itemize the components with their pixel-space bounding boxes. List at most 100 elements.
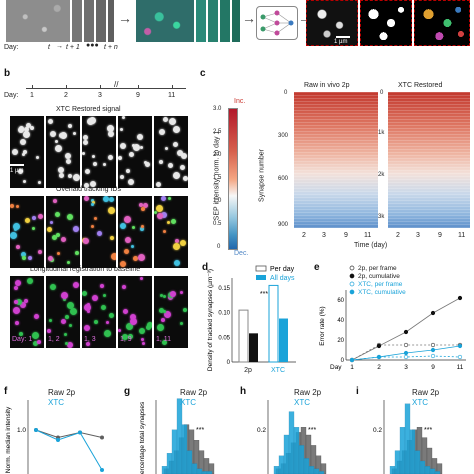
e-legend-label: 2p, per frame <box>358 265 397 272</box>
synapse-spot <box>180 322 183 325</box>
synapse-spot <box>124 216 131 223</box>
hist-bar-raw <box>168 460 175 474</box>
e-point <box>457 343 463 349</box>
synapse-spot <box>100 284 104 288</box>
synapse-spot <box>73 226 79 232</box>
synapse-spot <box>50 221 53 224</box>
synapse-spot <box>146 325 151 330</box>
synapse-spot <box>120 261 126 267</box>
synapse-spot <box>24 127 29 132</box>
scale-label-a: 1 µm <box>334 39 348 45</box>
synapse-spot <box>20 139 26 145</box>
row-title-registration: Longitudinal registration to baseline <box>30 266 141 273</box>
legend-h-raw: Raw 2p <box>294 388 322 397</box>
synapse-spot <box>168 163 173 168</box>
synapse-spot <box>109 313 114 318</box>
synapse-spot <box>124 249 129 254</box>
synapse-spot <box>48 119 53 124</box>
e-point <box>403 354 409 360</box>
synapse-spot <box>18 169 23 174</box>
hist-bar-xtc <box>196 468 203 474</box>
synapse-spot <box>122 116 125 119</box>
hist-annotation: *** <box>196 427 204 434</box>
hist-bar-xtc <box>181 424 188 474</box>
synapse-spot <box>36 156 39 159</box>
synapse-spot <box>141 338 144 341</box>
hist-bar-xtc <box>278 455 285 474</box>
f-point <box>78 430 82 435</box>
legend-f-raw: Raw 2p <box>48 388 76 397</box>
synapse-spot <box>109 197 114 202</box>
day-label-b: Day: <box>4 92 19 99</box>
heatmap-stripes <box>294 92 470 228</box>
synapse-spot <box>180 165 185 170</box>
registration-label: 1, 2 <box>48 336 60 343</box>
synapse-spot <box>59 133 64 138</box>
synapse-spot <box>55 140 58 143</box>
synapse-spot <box>56 233 60 237</box>
synapse-spot <box>65 153 71 159</box>
colorbar-tick: 1.0 <box>213 198 222 204</box>
synapse-spot <box>30 126 34 130</box>
e-point <box>430 310 436 316</box>
synapse-spot <box>183 308 187 312</box>
e-point <box>376 354 382 360</box>
synapse-spot <box>103 163 106 166</box>
synapse-spot <box>15 321 19 325</box>
output-instances <box>414 0 470 46</box>
synapse-spot <box>173 243 180 250</box>
synapse-spot <box>38 181 41 184</box>
hist-bar-raw <box>285 453 292 474</box>
synapse-spot <box>68 174 72 178</box>
synapse-spot <box>91 225 94 228</box>
synapse-spot <box>61 319 66 324</box>
day-tick: 3 <box>98 92 102 99</box>
synapse-spot <box>173 172 180 179</box>
synapse-spot <box>120 143 126 149</box>
f-point <box>100 468 104 472</box>
synapse-spot <box>111 253 116 260</box>
hist-bar-raw <box>280 463 287 474</box>
hist-bar-raw <box>411 429 418 474</box>
synapse-spot <box>90 181 96 187</box>
synapse-spot <box>128 334 133 339</box>
heatmap-xtick: 11 <box>364 232 372 239</box>
registration-label: 1, 9 <box>120 336 132 343</box>
e-point <box>403 342 409 348</box>
e-series-line <box>351 297 461 361</box>
timeline-axis <box>26 88 186 89</box>
e-point <box>349 357 355 363</box>
hist-bar-xtc <box>166 453 173 474</box>
synapse-spot <box>61 237 66 242</box>
e-point <box>457 342 463 348</box>
synapse-spot <box>10 204 14 208</box>
d-bar-alldays <box>249 333 258 362</box>
hist-bar-raw <box>208 463 215 474</box>
synapse-spot <box>23 180 26 183</box>
hist-bar-raw <box>431 458 438 474</box>
hist-ytick: 0.2 <box>373 427 382 434</box>
synapse-spot <box>120 128 123 131</box>
synapse-spot <box>55 145 62 152</box>
synapse-spot <box>25 218 30 223</box>
hist-bar-raw <box>416 427 423 474</box>
synapse-spot <box>69 324 72 327</box>
synapse-spot <box>126 169 130 173</box>
hist-ytick: 0.2 <box>257 427 266 434</box>
hist-bar-xtc <box>404 403 411 474</box>
legend-i-xtc: XTC <box>412 398 428 407</box>
synapse-spot <box>84 325 90 331</box>
synapse-spot <box>180 240 186 246</box>
synapse-spot <box>133 256 138 261</box>
arrow-icon: → <box>56 43 63 50</box>
synapse-spot <box>21 252 26 257</box>
hist-bar-raw <box>203 458 210 474</box>
d-legend-perday: Per day <box>270 266 295 273</box>
synapse-spot <box>143 203 148 208</box>
e-point <box>349 357 355 363</box>
heatmap-xtick: 3 <box>416 232 420 239</box>
hist-bar-xtc <box>429 468 436 474</box>
heatmap-title-raw: Raw in vivo 2p <box>304 82 350 89</box>
synapse-spot <box>169 118 176 125</box>
f-point <box>34 428 38 432</box>
